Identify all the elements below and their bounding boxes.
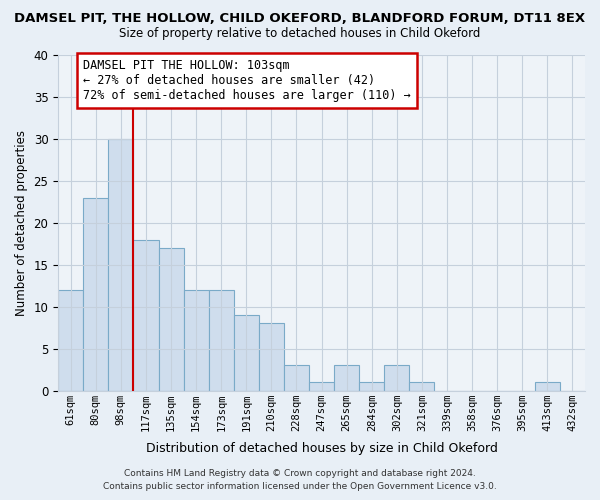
Bar	[209, 290, 234, 390]
Text: Contains HM Land Registry data © Crown copyright and database right 2024.
Contai: Contains HM Land Registry data © Crown c…	[103, 469, 497, 491]
Bar	[158, 248, 184, 390]
Bar	[83, 198, 109, 390]
Text: Size of property relative to detached houses in Child Okeford: Size of property relative to detached ho…	[119, 28, 481, 40]
Bar	[384, 366, 409, 390]
Bar	[234, 315, 259, 390]
X-axis label: Distribution of detached houses by size in Child Okeford: Distribution of detached houses by size …	[146, 442, 497, 455]
Bar	[309, 382, 334, 390]
Text: DAMSEL PIT THE HOLLOW: 103sqm
← 27% of detached houses are smaller (42)
72% of s: DAMSEL PIT THE HOLLOW: 103sqm ← 27% of d…	[83, 59, 411, 102]
Y-axis label: Number of detached properties: Number of detached properties	[15, 130, 28, 316]
Bar	[259, 324, 284, 390]
Bar	[184, 290, 209, 390]
Bar	[284, 366, 309, 390]
Bar	[109, 139, 133, 390]
Text: DAMSEL PIT, THE HOLLOW, CHILD OKEFORD, BLANDFORD FORUM, DT11 8EX: DAMSEL PIT, THE HOLLOW, CHILD OKEFORD, B…	[14, 12, 586, 26]
Bar	[334, 366, 359, 390]
Bar	[58, 290, 83, 390]
Bar	[409, 382, 434, 390]
Bar	[133, 240, 158, 390]
Bar	[359, 382, 384, 390]
Bar	[535, 382, 560, 390]
